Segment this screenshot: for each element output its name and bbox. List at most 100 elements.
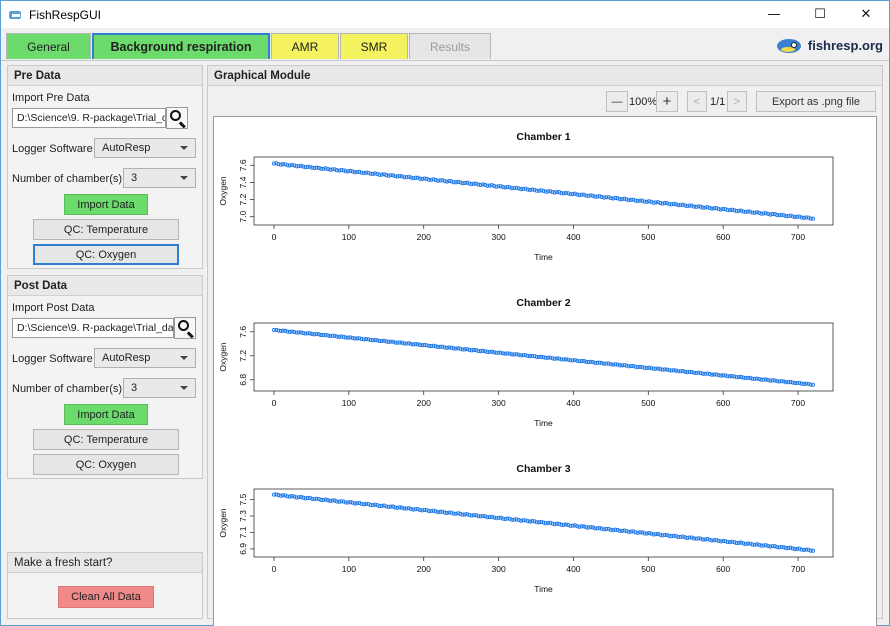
data-point [330,498,335,503]
data-point [602,527,607,532]
data-point [402,506,407,511]
post-logger-select[interactable]: AutoResp [94,348,196,368]
data-point [525,519,530,524]
data-point [451,511,456,516]
data-point [489,183,494,188]
post-qc-oxygen-button[interactable]: QC: Oxygen [33,454,179,475]
data-point [298,330,303,335]
data-point [754,210,759,215]
tab-general[interactable]: General [6,33,91,59]
data-point [786,213,791,219]
data-point [359,336,364,342]
data-point [795,380,800,385]
clean-all-data-button[interactable]: Clean All Data [58,586,154,608]
data-point [723,539,728,544]
data-point [795,546,800,551]
x-tick-label: 200 [417,564,431,574]
post-qc-temperature-button[interactable]: QC: Temperature [33,429,179,450]
data-point [622,196,627,201]
data-point [590,360,595,365]
data-point [647,365,652,370]
data-point [397,340,402,345]
zoom-in-button[interactable]: + [656,91,678,112]
data-point [476,514,481,519]
data-point [442,510,447,515]
data-point [739,374,744,380]
data-point [781,545,786,550]
pre-data-browse-button[interactable] [166,107,188,129]
post-data-path-field[interactable]: D:\Science\9. R-package\Trial_da [12,318,174,338]
data-point [725,208,730,213]
data-point [757,542,762,547]
data-point [399,505,405,510]
post-data-browse-button[interactable] [174,317,196,339]
data-point [453,511,458,516]
data-point [716,207,721,212]
close-button[interactable]: ✕ [860,7,872,22]
data-point [444,179,449,184]
data-point [696,536,701,541]
export-png-button[interactable]: Export as .png file [756,91,876,112]
data-point [485,515,490,520]
data-point [655,531,661,537]
data-point [492,183,497,189]
data-point [469,348,474,353]
data-point [640,198,645,203]
data-point [474,181,479,186]
data-point [631,364,636,369]
data-point [339,168,344,173]
pre-import-data-button[interactable]: Import Data [64,194,148,215]
data-point [759,377,764,382]
pre-logger-select[interactable]: AutoResp [94,138,196,158]
post-data-panel: Post Data Import Post Data D:\Science\9.… [7,275,203,479]
pre-data-path-field[interactable]: D:\Science\9. R-package\Trial_c [12,108,166,128]
data-point [319,166,324,171]
zoom-out-button[interactable]: — [606,91,628,112]
post-chambers-select[interactable]: 3 [123,378,196,398]
data-point [359,501,364,506]
post-import-data-button[interactable]: Import Data [64,404,148,425]
tab-smr[interactable]: SMR [340,33,408,59]
data-point [685,535,690,541]
data-point [411,342,416,347]
data-point [685,204,690,209]
x-tick-label: 300 [491,398,505,408]
data-point [451,346,456,351]
data-point [305,331,310,336]
next-page-button[interactable]: > [727,91,747,112]
prev-page-button[interactable]: < [687,91,707,112]
data-point [734,375,739,380]
data-point [662,201,667,206]
data-point [552,522,557,527]
data-point [638,530,643,535]
x-tick-label: 100 [342,232,356,242]
minimize-button[interactable]: — [767,7,781,22]
maximize-button[interactable]: ☐ [814,7,826,22]
data-point [384,504,389,509]
data-point [548,520,553,525]
data-point [653,532,658,537]
data-point [408,341,414,346]
data-point [642,531,647,536]
data-point [781,379,786,384]
tab-amr[interactable]: AMR [271,33,339,59]
pre-qc-temperature-button[interactable]: QC: Temperature [33,219,179,240]
data-point [626,364,631,369]
data-point [373,171,378,176]
tab-results[interactable]: Results [409,33,491,59]
data-point [480,513,485,518]
data-point [694,536,699,541]
data-point [593,360,598,365]
tab-background-respiration[interactable]: Background respiration [92,33,270,59]
data-point [435,510,440,515]
data-point [278,162,283,167]
data-point [276,493,281,498]
pre-chambers-select[interactable]: 3 [123,168,196,188]
x-tick-label: 700 [791,564,805,574]
pre-qc-oxygen-button[interactable]: QC: Oxygen [33,244,179,265]
data-point [671,201,676,206]
data-point [440,344,445,349]
data-point [622,528,627,533]
data-point [673,202,679,207]
data-point [698,536,703,541]
